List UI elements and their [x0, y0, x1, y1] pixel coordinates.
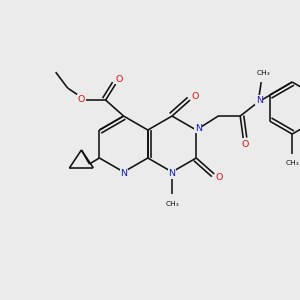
Text: CH₃: CH₃	[165, 201, 179, 207]
Text: O: O	[215, 173, 223, 182]
Text: N: N	[195, 124, 202, 133]
Text: O: O	[78, 94, 85, 103]
Text: N: N	[256, 96, 263, 105]
Text: N: N	[169, 169, 176, 178]
Text: CH₃: CH₃	[256, 70, 270, 76]
Text: O: O	[116, 75, 123, 84]
Text: CH₃: CH₃	[285, 160, 299, 166]
Text: N: N	[120, 169, 127, 178]
Text: O: O	[242, 140, 249, 148]
Text: O: O	[191, 92, 199, 100]
